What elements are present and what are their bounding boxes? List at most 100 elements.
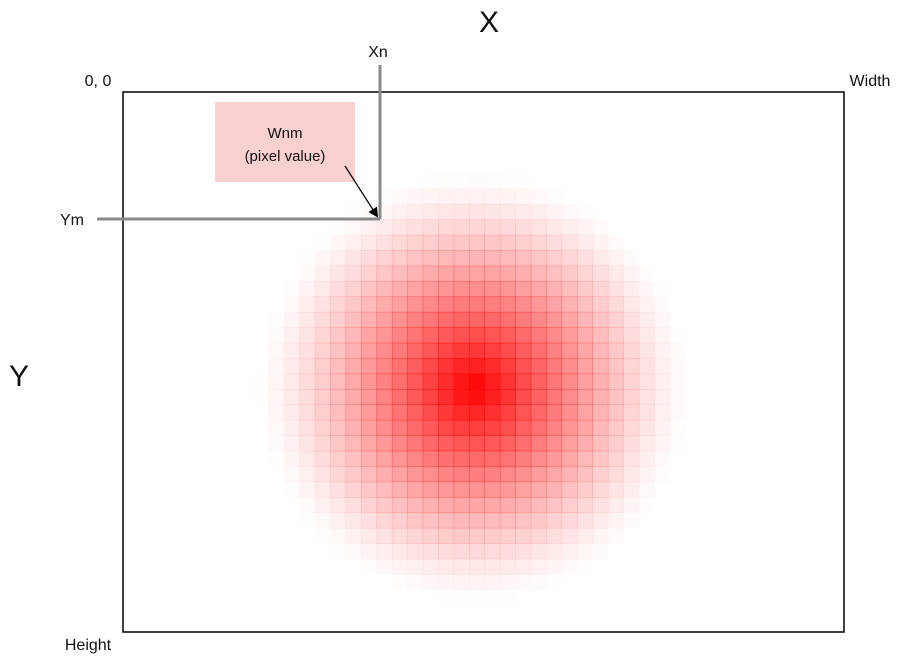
blob-pixel [515,389,532,406]
blob-pixel [407,419,424,436]
blob-pixel [515,342,532,359]
blob-pixel [546,574,562,590]
blob-pixel [407,358,424,375]
blob-pixel [639,281,655,297]
blob-pixel [407,558,424,575]
blob-pixel [438,527,455,544]
blob-pixel [330,450,347,467]
blob-pixel [391,435,408,452]
blob-pixel [499,265,516,282]
blob-pixel [422,481,439,498]
blob-pixel [299,497,315,513]
blob-pixel [422,543,439,560]
blob-pixel [515,265,532,282]
pixel-value-label-caption: (pixel value) [245,148,326,165]
blob-pixel [376,250,393,267]
blob-pixel [577,358,594,375]
blob-pixel [607,327,624,344]
blob-pixel [607,512,624,529]
blob-pixel [469,466,486,483]
blob-pixel [315,528,331,544]
blob-pixel [253,374,269,390]
blob-pixel [330,296,347,313]
blob-pixel [561,296,578,313]
blob-pixel [607,497,624,514]
blob-pixel [515,188,531,204]
blob-pixel [284,296,300,312]
blob-pixel [546,296,563,313]
blob-pixel [438,466,455,483]
blob-pixel [499,450,516,467]
blob-pixel [391,497,408,514]
blob-pixel [577,543,593,559]
blob-pixel [561,219,578,236]
blob-pixel [654,466,670,482]
height-label: Height [65,637,112,654]
blob-pixel [515,250,532,267]
blob-pixel [484,327,501,344]
blob-pixel [484,203,501,220]
blob-pixel [345,281,362,298]
blob-pixel [268,312,284,328]
blob-pixel [438,590,454,606]
blob-pixel [453,203,470,220]
blob-pixel [546,419,563,436]
blob-pixel [345,450,362,467]
blob-pixel [530,250,547,267]
blob-pixel [561,450,578,467]
blob-pixel [623,435,640,452]
blob-pixel [515,311,532,328]
blob-pixel [345,497,362,514]
blob-pixel [453,404,470,421]
blob-pixel [638,342,655,359]
blob-pixel [670,358,686,374]
blob-pixel [314,373,331,390]
blob-pixel [330,311,347,328]
blob-pixel [314,358,331,375]
blob-pixel [484,419,501,436]
blob-pixel [592,543,608,559]
blob-pixel [423,173,439,189]
blob-pixel [515,173,531,189]
blob-pixel [391,512,408,529]
blob-pixel [376,559,392,575]
blob-pixel [283,419,300,436]
blob-pixel [391,419,408,436]
blob-pixel [500,574,516,590]
blob-pixel [515,281,532,298]
blob-pixel [577,481,594,498]
blob-pixel [592,419,609,436]
blob-pixel [391,203,408,220]
blob-pixel [268,435,284,451]
blob-pixel [268,327,284,343]
blob-pixel [546,512,563,529]
blob-pixel [561,481,578,498]
blob-pixel [361,296,378,313]
blob-pixel [391,527,408,544]
blob-pixel [314,327,331,344]
blob-pixel [530,311,547,328]
blob-pixel [469,327,486,344]
blob-pixel [500,173,516,189]
blob-pixel [345,419,362,436]
blob-pixel [361,419,378,436]
blob-pixel [654,404,671,421]
blob-pixel [422,311,439,328]
blob-pixel [423,574,439,590]
blob-pixel [422,527,439,544]
blob-pixel [315,250,331,266]
blob-pixel [484,250,501,267]
blob-pixel [268,420,284,436]
pixelated-radial-blob [253,173,686,606]
blob-pixel [422,203,439,220]
blob-pixel [530,234,547,251]
blob-pixel [546,219,563,236]
blob-pixel [561,404,578,421]
blob-pixel [422,234,439,251]
blob-pixel [654,281,670,297]
blob-pixel [407,373,424,390]
blob-pixel [361,527,378,544]
blob-pixel [546,358,563,375]
blob-pixel [607,466,624,483]
blob-pixel [546,435,563,452]
